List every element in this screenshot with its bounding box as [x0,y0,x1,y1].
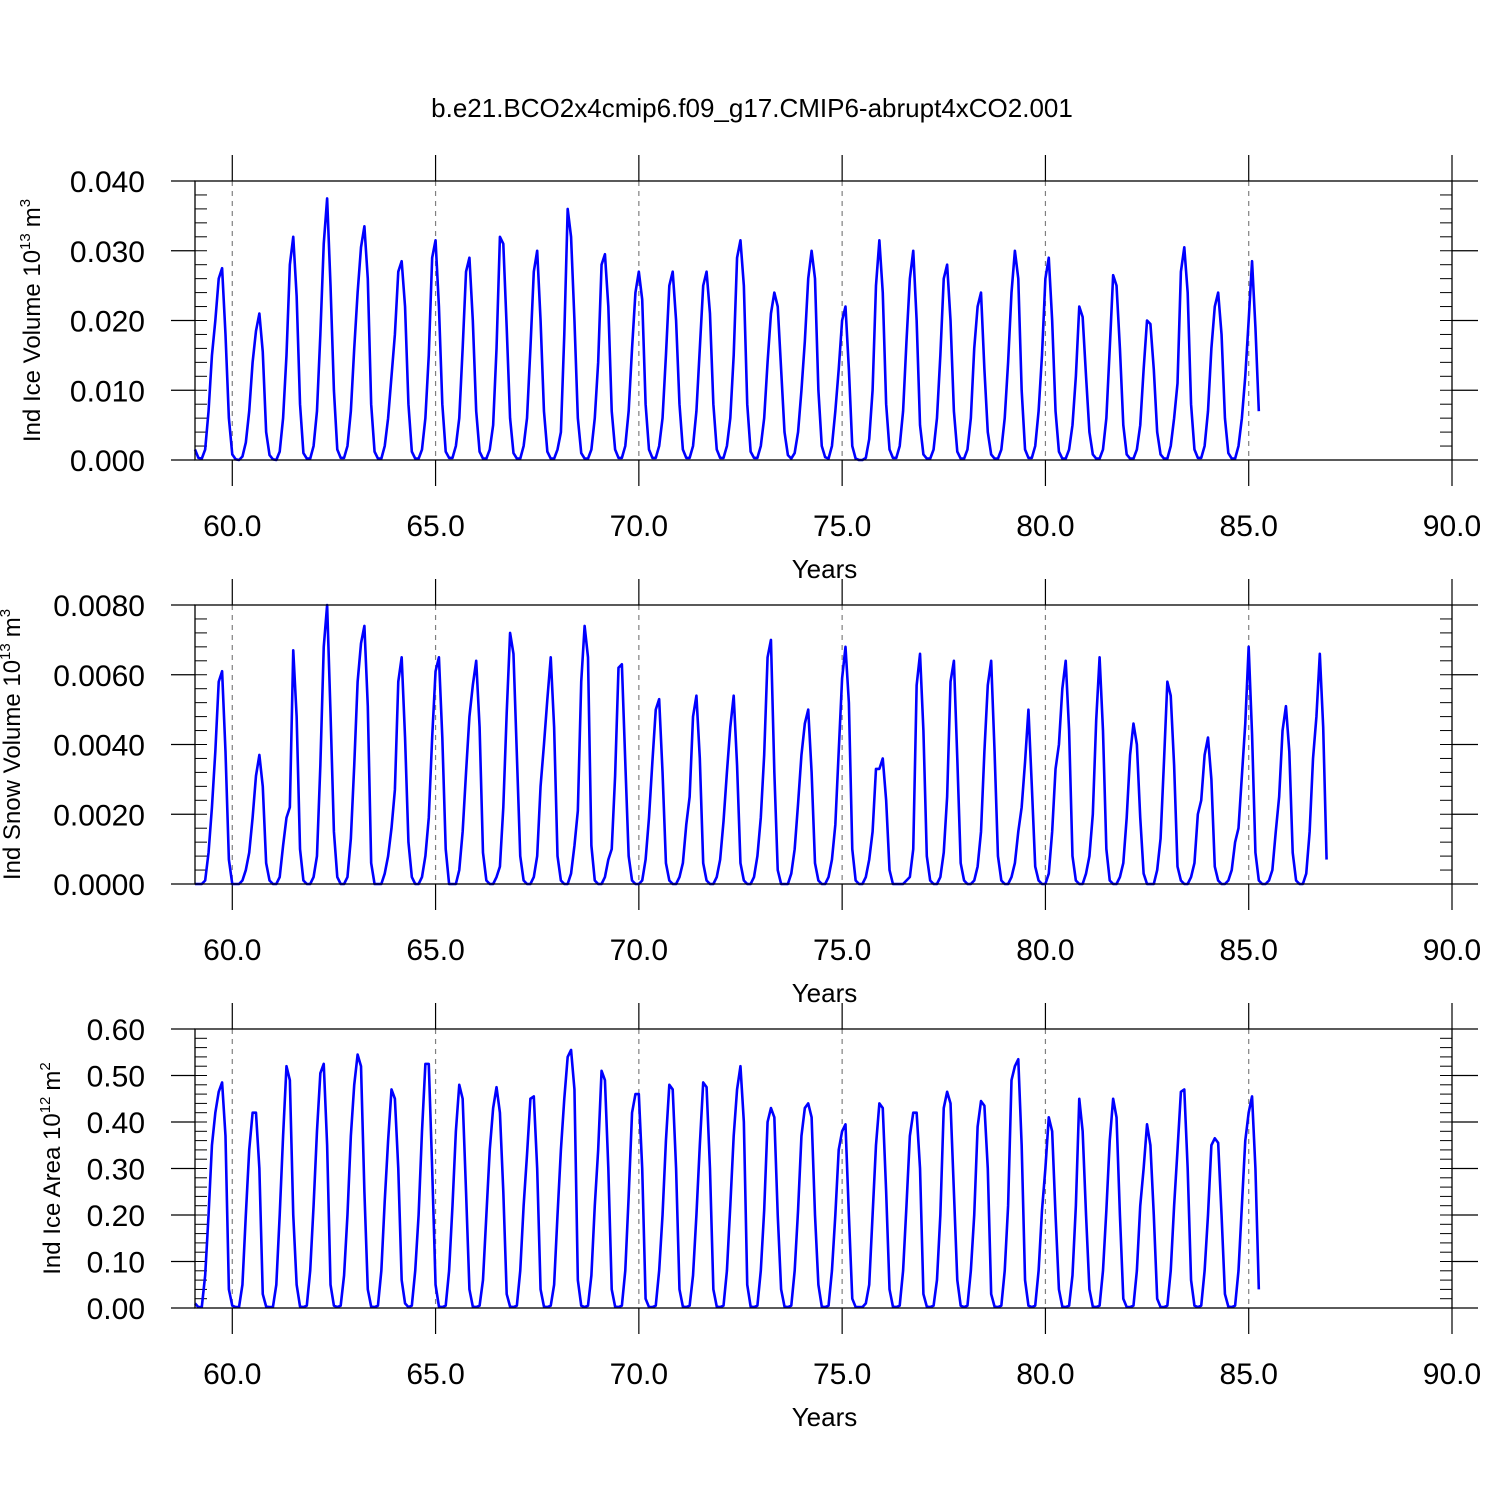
x-tick-label: 75.0 [813,510,871,543]
y-tick-label: 0.0040 [53,730,145,763]
y-tick-label: 0.000 [70,445,145,478]
x-tick-label: 75.0 [813,1358,871,1391]
y-tick-label: 0.030 [70,236,145,269]
x-tick-label: 60.0 [203,934,261,967]
y-axis-title: Ind Ice Area 1012 m2 [37,1062,66,1274]
y-tick-label: 0.40 [87,1107,145,1140]
y-tick-label: 0.20 [87,1200,145,1233]
y-axis-title-exp: 13 [17,233,34,250]
y-tick-label: 0.50 [87,1061,145,1094]
panels: 60.0 65.0 70.0 75.0 80.0 85.0 90.0 0.000 0.010 0.… [0,155,1481,1432]
x-tick-label: 70.0 [610,1358,668,1391]
y-axis-title: Ind Snow Volume 1013 m3 [0,609,26,880]
chart-panel-ice-area: 60.0 65.0 70.0 75.0 80.0 85.0 90.0 0.00 0.10 0.20… [37,1003,1481,1432]
y-tick-label: 0.040 [70,166,145,199]
y-axis-title-exp: 12 [37,1097,54,1114]
figure-title: b.e21.BCO2x4cmip6.f09_g17.CMIP6-abrupt4x… [431,93,1073,123]
y-tick-label: 0.00 [87,1293,145,1326]
x-tick-label: 65.0 [406,1358,464,1391]
chart-panel-snow-volume: 60.0 65.0 70.0 75.0 80.0 85.0 90.0 0.0000 0.0020… [0,579,1481,1008]
x-tick-label: 90.0 [1423,1358,1481,1391]
y-tick-label: 0.30 [87,1154,145,1187]
x-tick-label: 80.0 [1016,934,1074,967]
x-tick-label: 85.0 [1220,934,1278,967]
plot-frame [194,604,1453,885]
y-axis-title-unit-exp: 3 [17,199,34,207]
series-line-ice-volume [193,197,1261,462]
x-tick-label: 60.0 [203,1358,261,1391]
series-line-ice-area [194,1048,1261,1309]
y-tick-label: 0.0000 [53,869,145,902]
y-axis-title-unit-exp: 3 [0,609,14,617]
x-axis-title: Years [792,554,858,584]
x-tick-label: 60.0 [203,510,261,543]
y-axis-title-unit-exp: 2 [37,1062,54,1070]
y-axis-title-unit: m [19,207,46,227]
y-axis-title-main: Ind Ice Volume 10 [19,250,46,442]
x-tick-label: 65.0 [406,934,464,967]
y-axis-title-main: Ind Ice Area 10 [39,1113,66,1274]
y-axis-title-main: Ind Snow Volume 10 [0,660,26,880]
plot-frame [194,1028,1453,1309]
x-tick-label: 90.0 [1423,934,1481,967]
x-tick-label: 70.0 [610,934,668,967]
y-tick-label: 0.10 [87,1247,145,1280]
x-tick-label: 80.0 [1016,1358,1074,1391]
x-tick-label: 80.0 [1016,510,1074,543]
y-tick-label: 0.60 [87,1014,145,1047]
x-tick-label: 90.0 [1423,510,1481,543]
y-tick-label: 0.020 [70,306,145,339]
plot-frame [194,180,1453,461]
x-tick-label: 70.0 [610,510,668,543]
x-axis-title: Years [792,1402,858,1432]
x-tick-label: 85.0 [1220,1358,1278,1391]
x-tick-label: 65.0 [406,510,464,543]
y-axis-title-unit: m [39,1071,66,1091]
y-tick-label: 0.010 [70,375,145,408]
x-axis-title: Years [792,978,858,1008]
chart-panel-ice-volume: 60.0 65.0 70.0 75.0 80.0 85.0 90.0 0.000 0.010 0.… [17,155,1481,584]
y-tick-label: 0.0020 [53,799,145,832]
y-axis-title-exp: 13 [0,643,14,660]
y-tick-label: 0.0080 [53,590,145,623]
x-tick-label: 85.0 [1220,510,1278,543]
series-line-snow-volume [195,603,1328,886]
x-tick-label: 75.0 [813,934,871,967]
y-axis-title: Ind Ice Volume 1013 m3 [17,199,46,442]
y-axis-title-unit: m [0,617,26,637]
y-tick-label: 0.0060 [53,660,145,693]
